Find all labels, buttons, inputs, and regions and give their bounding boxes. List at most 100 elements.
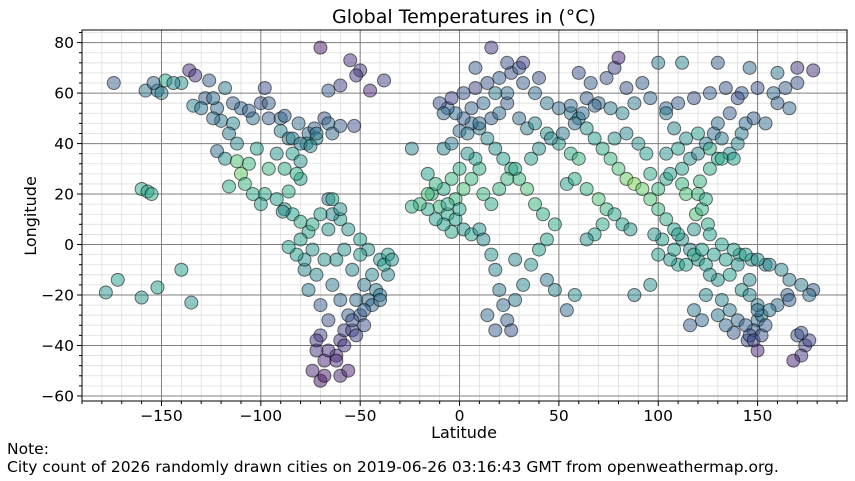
data-point <box>579 182 594 196</box>
data-point <box>333 118 348 133</box>
data-point <box>603 101 618 116</box>
data-point <box>714 131 729 146</box>
data-point <box>583 76 598 90</box>
data-point <box>365 267 380 282</box>
data-point <box>679 257 694 272</box>
data-point <box>484 40 499 55</box>
data-point <box>464 101 479 116</box>
data-point <box>611 161 626 176</box>
data-point <box>281 184 296 199</box>
data-point <box>333 202 348 217</box>
data-point <box>343 53 358 68</box>
data-point <box>321 313 336 328</box>
data-point <box>452 202 467 217</box>
data-point <box>667 242 682 257</box>
data-point <box>333 293 348 308</box>
data-point <box>528 197 543 212</box>
data-point <box>226 96 241 111</box>
data-point <box>301 282 316 297</box>
plot-frame <box>81 29 848 402</box>
data-point <box>329 353 344 368</box>
data-point <box>683 318 698 333</box>
data-point <box>188 68 203 83</box>
data-point <box>532 242 547 257</box>
data-point <box>627 96 642 111</box>
data-point <box>222 179 237 194</box>
data-point <box>373 293 388 308</box>
data-point <box>464 171 479 186</box>
data-point <box>480 76 495 90</box>
data-point <box>98 285 113 300</box>
x-tick-label: −150 <box>140 407 183 425</box>
data-point <box>559 303 574 318</box>
data-point <box>687 303 701 318</box>
data-point <box>218 151 233 166</box>
data-point <box>492 282 507 297</box>
data-point <box>313 298 328 313</box>
data-point <box>615 106 630 121</box>
data-point <box>174 262 189 277</box>
data-point <box>277 161 292 176</box>
data-point <box>293 232 308 247</box>
data-point <box>237 176 252 191</box>
data-point <box>420 166 435 181</box>
data-point <box>535 207 550 222</box>
data-point <box>595 141 610 156</box>
data-point <box>706 247 721 262</box>
data-point <box>790 60 805 75</box>
data-point <box>619 81 634 96</box>
data-point <box>524 257 539 272</box>
data-point <box>309 267 324 282</box>
data-point <box>702 267 717 282</box>
data-point <box>692 174 707 189</box>
data-point <box>229 154 244 169</box>
data-point <box>702 161 717 176</box>
data-point <box>150 280 165 295</box>
data-point <box>345 262 360 277</box>
data-point <box>690 126 705 141</box>
data-point <box>698 192 713 207</box>
data-point <box>353 247 368 262</box>
data-point <box>349 68 364 83</box>
data-point <box>516 76 531 90</box>
data-point <box>607 131 622 146</box>
data-point <box>440 197 455 212</box>
data-point <box>595 217 610 232</box>
data-point <box>782 101 797 116</box>
data-point <box>675 161 690 176</box>
data-point <box>321 222 336 237</box>
data-point <box>643 277 658 292</box>
data-point <box>206 111 221 126</box>
data-point <box>241 103 256 118</box>
data-point <box>667 121 682 136</box>
data-point <box>452 161 467 176</box>
data-point <box>428 212 443 227</box>
y-axis-label: Longitude <box>21 176 40 256</box>
data-point <box>206 91 221 106</box>
data-point <box>325 192 340 207</box>
data-point <box>587 98 602 113</box>
data-point <box>643 166 658 181</box>
data-point <box>404 199 419 214</box>
data-point <box>619 126 634 141</box>
data-point <box>428 176 443 191</box>
data-point <box>694 313 709 328</box>
data-point <box>659 146 674 161</box>
data-point <box>758 318 773 333</box>
data-point <box>555 126 570 141</box>
data-point <box>261 161 276 176</box>
data-point <box>714 293 729 308</box>
data-point <box>154 86 169 101</box>
data-point <box>488 141 503 156</box>
data-point <box>353 232 368 247</box>
data-point <box>293 154 308 169</box>
data-point <box>571 151 586 166</box>
data-point <box>782 272 797 287</box>
data-point <box>194 101 209 116</box>
data-point <box>456 182 471 196</box>
data-point <box>321 83 336 98</box>
data-point <box>460 146 475 161</box>
x-tick-label: −100 <box>240 407 283 425</box>
data-point <box>679 131 694 146</box>
data-point <box>730 257 745 272</box>
